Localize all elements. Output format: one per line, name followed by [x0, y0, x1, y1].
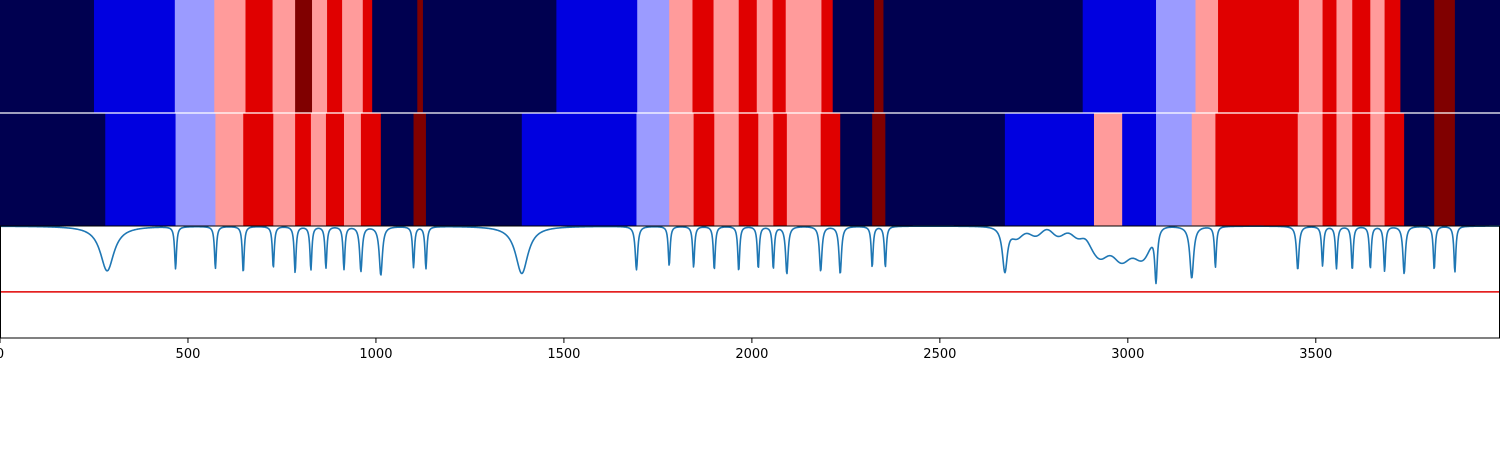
strip-1-segment-10 [342, 0, 364, 113]
strip-2-segment-11 [360, 113, 382, 226]
strip-2-segment-36 [1336, 113, 1353, 226]
strip-1-segment-15 [556, 0, 638, 113]
strip-1-segment-5 [245, 0, 274, 113]
strip-1-segment-2 [93, 0, 176, 113]
strip-1-segment-12 [372, 0, 418, 113]
strip-2-segment-13 [413, 113, 427, 226]
strip-2-segment-9 [325, 113, 345, 226]
strip-1-segment-32 [1298, 0, 1324, 113]
strip-1-segment-31 [1218, 0, 1300, 113]
strip-1-segment-34 [1336, 0, 1353, 113]
x-tick-label: 3500 [1299, 347, 1332, 362]
strip-2-segment-32 [1191, 113, 1217, 226]
strip-1-segment-37 [1384, 0, 1401, 113]
strip-2-segment-25 [840, 113, 873, 226]
strip-1-segment-1 [0, 0, 95, 113]
strip-2-segment-26 [872, 113, 886, 226]
strip-2-segment-6 [273, 113, 296, 226]
strip-2-segment-33 [1215, 113, 1299, 226]
strip-2-segment-3 [175, 113, 217, 226]
strip-2-segment-24 [820, 113, 841, 226]
strip-2-segment-42 [1454, 113, 1500, 226]
x-tick-label: 500 [176, 347, 201, 362]
x-axis: 0 500 1000 1500 2000 2500 3000 3500 [0, 338, 1332, 362]
x-tick-label: 1500 [547, 347, 580, 362]
strip-1-segment-33 [1322, 0, 1338, 113]
strip-2-segment-2 [105, 113, 177, 226]
x-tick-label: 3000 [1111, 347, 1144, 362]
strip-1-segment-20 [738, 0, 758, 113]
strip-2-segment-21 [758, 113, 774, 226]
strip-1-segment-38 [1400, 0, 1435, 113]
strip-2-segment-8 [310, 113, 327, 226]
color-strips [0, 0, 1500, 226]
strip-1-segment-13 [417, 0, 424, 113]
strip-2-segment-19 [714, 113, 740, 226]
strip-1-segment-4 [214, 0, 247, 113]
strip-2-segment-14 [425, 113, 523, 226]
strip-2-segment-31 [1156, 113, 1193, 226]
strip-1-segment-22 [772, 0, 787, 113]
strip-1-segment-11 [362, 0, 373, 113]
strip-2-segment-12 [380, 113, 415, 226]
strip-1-segment-9 [327, 0, 343, 113]
strip-1-segment-17 [669, 0, 694, 113]
strip-1-segment-40 [1454, 0, 1500, 113]
strip-1-segment-6 [272, 0, 296, 113]
strip-2-segment-30 [1122, 113, 1157, 226]
strip-2-segment-39 [1384, 113, 1405, 226]
strip-1-segment-39 [1434, 0, 1456, 113]
strip-2-segment-5 [243, 113, 274, 226]
spectrum-frame [0, 225, 1500, 339]
x-tick-label: 1000 [359, 347, 392, 362]
strip-2-segment-20 [738, 113, 759, 226]
strip-2-segment-41 [1434, 113, 1456, 226]
strip-2-segment-7 [295, 113, 312, 226]
strip-1-segment-25 [832, 0, 875, 113]
strip-1-segment-3 [174, 0, 215, 113]
spectrum-line [0, 225, 1500, 285]
strip-2-segment-18 [693, 113, 715, 226]
strip-2-segment-35 [1322, 113, 1338, 226]
strip-1-segment-23 [785, 0, 823, 113]
strip-2-segment-28 [1004, 113, 1095, 226]
strip-1-segment-16 [637, 0, 670, 113]
strip-1-segment-26 [874, 0, 885, 113]
strip-2-segment-17 [669, 113, 695, 226]
strip-2-segment-27 [885, 113, 1006, 226]
strip-1-segment-8 [312, 0, 328, 113]
strip-1-segment-28 [1082, 0, 1157, 113]
strip-2-segment-29 [1093, 113, 1123, 226]
strip-2-segment-1 [0, 113, 106, 226]
strip-2-segment-15 [521, 113, 638, 226]
strip-1-segment-19 [713, 0, 740, 113]
strip-2-segment-34 [1297, 113, 1324, 226]
strip-2-segment-4 [215, 113, 244, 226]
strip-1-segment-7 [295, 0, 313, 113]
strip-1-segment-24 [821, 0, 834, 113]
x-tick-label: 2000 [735, 347, 768, 362]
strip-2-segment-37 [1352, 113, 1371, 226]
strip-1-segment-36 [1370, 0, 1386, 113]
strip-1-segment-21 [756, 0, 774, 113]
strip-2-segment-10 [343, 113, 362, 226]
spectrum-panel [0, 225, 1500, 339]
strip-1-segment-27 [883, 0, 1084, 113]
strip-1-segment-29 [1156, 0, 1197, 113]
x-tick-label: 0 [0, 347, 4, 362]
strip-1-segment-30 [1195, 0, 1219, 113]
strip-2-segment-40 [1404, 113, 1435, 226]
strip-2-segment-16 [636, 113, 670, 226]
strip-2-segment-38 [1370, 113, 1386, 226]
x-tick-label: 2500 [923, 347, 956, 362]
strip-2-segment-22 [773, 113, 788, 226]
strip-2-segment-23 [786, 113, 822, 226]
strip-1-segment-14 [422, 0, 557, 113]
strip-1-segment-18 [692, 0, 715, 113]
strip-1-segment-35 [1352, 0, 1371, 113]
